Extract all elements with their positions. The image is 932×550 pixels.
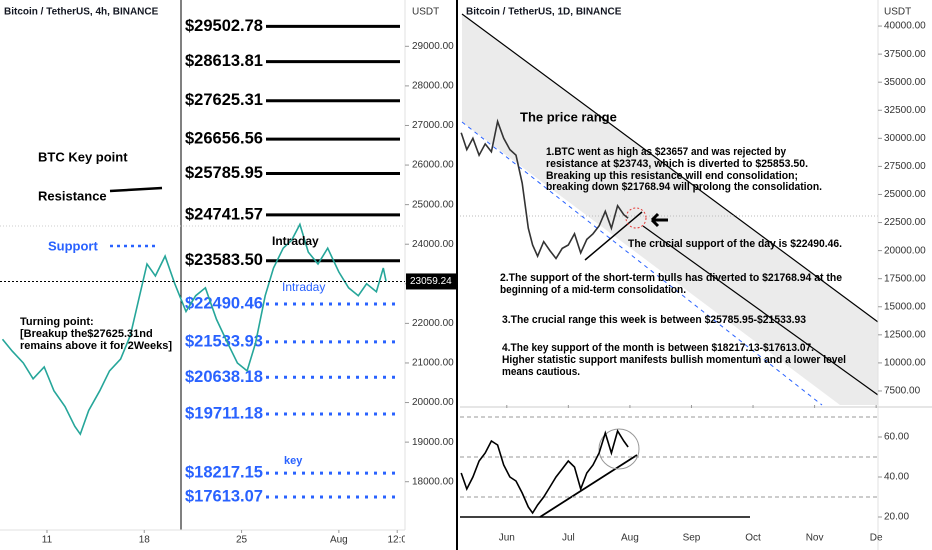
price-line xyxy=(460,118,629,260)
y-tick-label: 27500.00 xyxy=(884,161,926,172)
axis-unit: USDT xyxy=(412,7,439,18)
x-tick-label: 18 xyxy=(139,535,151,546)
annotation: Intraday xyxy=(282,280,325,294)
y-tick-label: 17500.00 xyxy=(884,273,926,284)
trend-line xyxy=(584,211,643,261)
annotation: breaking down $21768.94 will prolong the… xyxy=(546,181,822,193)
level-label: $20638.18 xyxy=(185,367,263,386)
y-tick-label: 22000.00 xyxy=(412,318,454,329)
level-label: $21533.93 xyxy=(185,331,263,350)
trend-line xyxy=(539,454,638,518)
chart-title: Bitcoin / TetherUS, 4h, BINANCE xyxy=(4,7,159,18)
last-price-box xyxy=(406,273,456,290)
y-tick-label: 40.00 xyxy=(884,472,909,483)
annotation: 2.The support of the short-term bulls ha… xyxy=(500,272,842,284)
x-tick-label: Aug xyxy=(621,533,639,544)
y-tick-label: 32500.00 xyxy=(884,105,926,116)
y-tick-label: 21000.00 xyxy=(412,358,454,369)
level-label: $18217.15 xyxy=(185,463,263,482)
x-tick-label: Sep xyxy=(683,533,701,544)
annotation: 4.The key support of the month is betwee… xyxy=(502,342,814,354)
annotation: key xyxy=(284,455,303,467)
level-label: $22490.46 xyxy=(185,293,263,312)
level-label: $27625.31 xyxy=(185,90,263,109)
y-tick-label: 22500.00 xyxy=(884,217,926,228)
y-tick-label: 12500.00 xyxy=(884,329,926,340)
y-tick-label: 28000.00 xyxy=(412,81,454,92)
y-tick-label: 19000.00 xyxy=(412,437,454,448)
y-tick-label: 15000.00 xyxy=(884,301,926,312)
x-tick-label: 12:0 xyxy=(387,535,407,546)
annotation: Turning point: xyxy=(20,316,94,328)
annotation: The crucial support of the day is $22490… xyxy=(628,238,842,250)
y-tick-label: 20000.00 xyxy=(412,397,454,408)
annotation: Resistance xyxy=(38,188,107,203)
x-tick-label: Aug xyxy=(330,535,348,546)
annotation: means cautious. xyxy=(502,366,580,378)
x-tick-label: 11 xyxy=(42,535,53,546)
channel-line xyxy=(461,13,879,323)
annotation: BTC Key point xyxy=(38,149,128,164)
y-tick-label: 20000.00 xyxy=(884,245,926,256)
level-label: $23583.50 xyxy=(185,250,263,269)
y-tick-label: 25000.00 xyxy=(412,199,454,210)
y-tick-label: 25000.00 xyxy=(884,189,926,200)
level-label: $28613.81 xyxy=(185,51,263,70)
annotation: remains above it for 2Weeks] xyxy=(20,340,172,352)
y-tick-label: 60.00 xyxy=(884,432,909,443)
annotation: resistance at $23743, which is diverted … xyxy=(546,158,808,170)
axis-unit: USDT xyxy=(884,7,911,18)
level-label: $19711.18 xyxy=(185,403,263,422)
y-tick-label: 18000.00 xyxy=(412,476,454,487)
channel-area xyxy=(462,14,878,405)
level-label: $24741.57 xyxy=(185,204,263,223)
x-tick-label: Oct xyxy=(745,533,761,544)
level-label: $26656.56 xyxy=(185,129,263,148)
annotation: 1.BTC went as high as $23657 and was rej… xyxy=(546,146,787,158)
y-tick-label: 24000.00 xyxy=(412,239,454,250)
level-label: $17613.07 xyxy=(185,487,263,506)
last-price-label: 23059.24 xyxy=(410,276,452,287)
resistance-mark xyxy=(109,186,163,193)
price-line xyxy=(1,222,387,436)
y-tick-label: 30000.00 xyxy=(884,133,926,144)
annotation: Breaking up this resistance will end con… xyxy=(546,170,798,182)
y-tick-label: 27000.00 xyxy=(412,120,454,131)
y-tick-label: 26000.00 xyxy=(412,160,454,171)
channel-line xyxy=(642,225,879,396)
annotation: Higher statistic support manifests bulli… xyxy=(502,354,846,366)
y-tick-label: 10000.00 xyxy=(884,358,926,369)
y-tick-label: 7500.00 xyxy=(884,386,921,397)
annotation: beginning of a mid-term consolidation. xyxy=(500,284,686,296)
x-tick-label: Nov xyxy=(806,533,824,544)
x-tick-label: De xyxy=(870,533,883,544)
price-line xyxy=(460,429,629,515)
y-tick-label: 37500.00 xyxy=(884,49,926,60)
annotation: The price range xyxy=(520,109,617,124)
y-tick-label: 35000.00 xyxy=(884,77,926,88)
x-tick-label: Jul xyxy=(562,533,575,544)
y-tick-label: 20.00 xyxy=(884,512,909,523)
annotation: Support xyxy=(48,238,98,253)
annotation: Intraday xyxy=(272,234,319,248)
x-tick-label: Jun xyxy=(499,533,515,544)
arrow xyxy=(650,212,668,228)
annotation: [Breakup the$27625.31nd xyxy=(20,328,153,340)
chart-title: Bitcoin / TetherUS, 1D, BINANCE xyxy=(466,7,622,18)
annotation: 3.The crucial range this week is between… xyxy=(502,314,806,326)
y-tick-label: 40000.00 xyxy=(884,21,926,32)
highlight-circle xyxy=(625,207,647,229)
level-label: $29502.78 xyxy=(185,16,263,35)
highlight-circle xyxy=(598,428,640,470)
x-tick-label: 25 xyxy=(236,535,248,546)
y-tick-label: 29000.00 xyxy=(412,41,454,52)
level-label: $25785.95 xyxy=(185,163,263,182)
